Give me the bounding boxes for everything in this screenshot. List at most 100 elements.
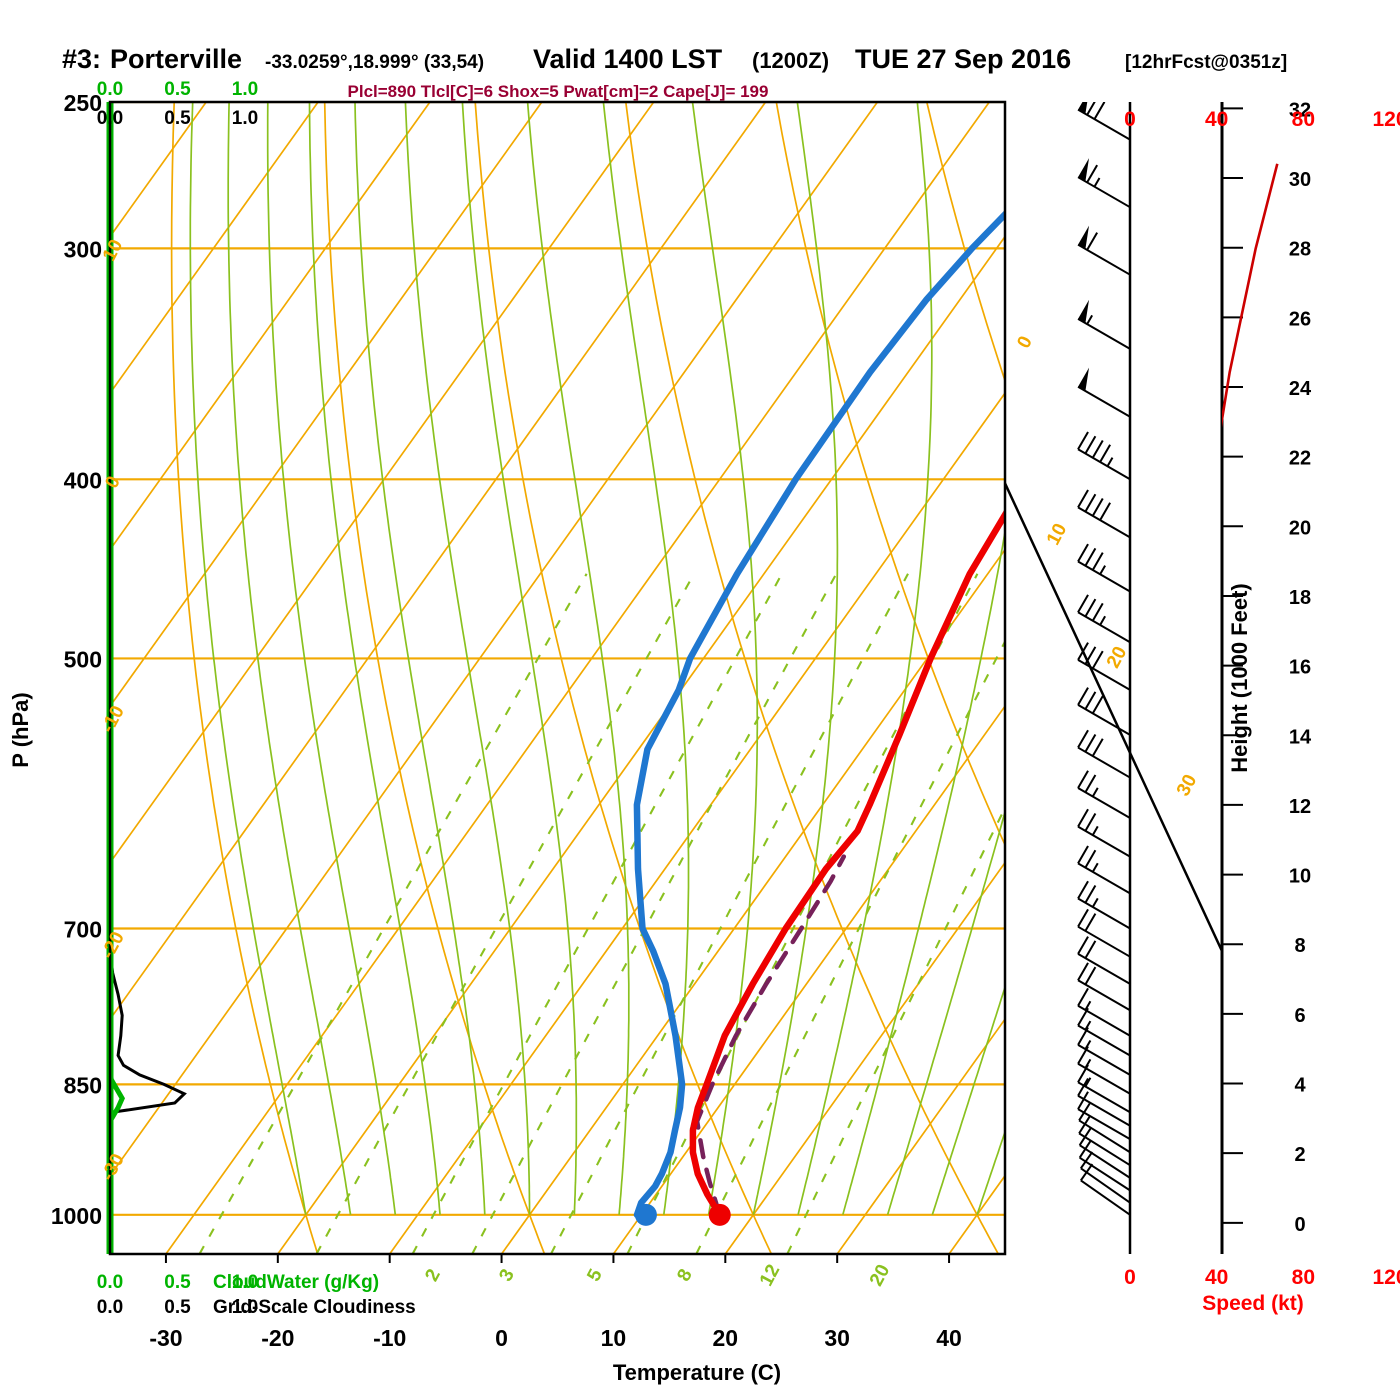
cloudwater-tick-bottom-0.0: 0.0	[97, 1272, 123, 1293]
temperature-trace	[689, 508, 1005, 1219]
height-tick-14: 14	[1289, 726, 1312, 748]
speed-tick-bottom-40: 40	[1205, 1266, 1228, 1289]
wind-barb	[1077, 936, 1131, 985]
cloudwater-tick-bottom-1.0: 1.0	[232, 1272, 258, 1293]
height-ticks	[1222, 107, 1243, 1224]
dewpoint-trace	[633, 209, 1005, 1219]
wind-barb	[1077, 845, 1131, 895]
dry-adiabat-lines	[170, 102, 1005, 1254]
isotherm-label-left--10: -10	[97, 702, 128, 736]
wind-barb	[1077, 1091, 1131, 1140]
wind-barb	[1077, 642, 1131, 691]
cloudiness-tick-top-1.0: 1.0	[232, 108, 258, 129]
speed-tick-top-120: 120	[1372, 108, 1400, 131]
height-tick-22: 22	[1289, 448, 1311, 470]
height-tick-8: 8	[1294, 935, 1305, 957]
cloudiness-tick-top-0.0: 0.0	[97, 108, 123, 129]
wind-barb	[1077, 299, 1131, 350]
cloudwater-tick-top-0.5: 0.5	[164, 79, 191, 100]
parcel-trace	[694, 854, 847, 1218]
valid-date: TUE 27 Sep 2016	[855, 44, 1071, 74]
pressure-tick-250: 250	[64, 90, 102, 116]
wind-barb	[1080, 1151, 1131, 1204]
station-id: #3:	[62, 44, 101, 74]
cloudiness-bottom-ticks: 0.0 0.5 1.0	[97, 1297, 258, 1318]
isotherm-label-right-10: 10	[1043, 520, 1071, 549]
height-tick-0: 0	[1294, 1214, 1305, 1236]
cloudwater-axis-label: CloudWater (g/Kg)	[213, 1272, 379, 1293]
cloudiness-top-ticks: 0.0 0.5 1.0	[97, 108, 258, 129]
mixing-ratio-label-20: 20	[866, 1261, 894, 1290]
wind-barb	[1077, 808, 1131, 858]
isotherm-label-right-30: 30	[1173, 771, 1201, 800]
wind-barb	[1077, 880, 1131, 930]
pressure-tick-300: 300	[64, 236, 102, 262]
wind-barb	[1077, 225, 1131, 276]
pressure-tick-500: 500	[64, 646, 102, 672]
cloudwater-top-ticks: 0.0 0.5 1.0	[97, 79, 258, 100]
temperature-tick-labels: -30 -20 -10 0 10 20 30 40	[149, 1254, 962, 1351]
speed-top-tick-labels: 0 40 80 120	[1124, 108, 1400, 131]
height-tick-20: 20	[1289, 517, 1311, 539]
height-tick-30: 30	[1289, 169, 1311, 191]
forecast-stamp: [12hrFcst@0351z]	[1125, 52, 1287, 73]
cloudwater-bottom-ticks: 0.0 0.5 1.0	[97, 1272, 258, 1293]
cloudiness-tick-bottom-1.0: 1.0	[232, 1297, 258, 1318]
temperature-tick-0: 0	[495, 1325, 508, 1351]
mixing-ratio-label-3: 3	[495, 1266, 519, 1285]
skewt-grid	[110, 102, 1005, 1254]
mixing-ratio-lines	[198, 573, 1005, 1254]
temperature-tick--30: -30	[149, 1325, 182, 1351]
wind-barb	[1077, 770, 1131, 819]
height-axis-label: Height (1000 Feet)	[1227, 583, 1252, 773]
mixing-ratio-label-12: 12	[756, 1261, 784, 1290]
wind-barb	[1077, 687, 1131, 736]
height-tick-28: 28	[1289, 239, 1311, 261]
wind-barb	[1077, 908, 1131, 958]
cloudwater-tick-top-1.0: 1.0	[232, 79, 258, 100]
pressure-tick-700: 700	[64, 917, 102, 943]
wind-barb	[1077, 962, 1131, 1012]
cloudwater-tick-bottom-0.5: 0.5	[164, 1272, 191, 1293]
temperature-axis-label: Temperature (C)	[613, 1360, 781, 1385]
cloudiness-tick-bottom-0.0: 0.0	[97, 1297, 123, 1318]
stability-indices: Plcl=890 Tlcl[C]=6 Shox=5 Pwat[cm]=2 Cap…	[348, 82, 769, 101]
isobar-lines	[110, 102, 1005, 1216]
pressure-tick-400: 400	[64, 467, 102, 493]
speed-tick-bottom-0: 0	[1124, 1266, 1136, 1289]
valid-time-z: (1200Z)	[752, 48, 829, 73]
cloudiness-tick-top-0.5: 0.5	[164, 108, 191, 129]
mixing-ratio-label-5: 5	[583, 1265, 607, 1285]
isotherm-label-left-10: 10	[99, 236, 127, 265]
speed-tick-top-0: 0	[1124, 108, 1136, 131]
height-tick-24: 24	[1289, 378, 1312, 400]
valid-time: Valid 1400 LST	[533, 44, 723, 74]
pressure-tick-labels: 250 300 400 500 700 850 1000	[51, 90, 102, 1229]
surface-markers	[634, 1203, 731, 1226]
wind-barb	[1080, 1163, 1131, 1216]
wind-barb	[1077, 729, 1131, 779]
pressure-tick-1000: 1000	[51, 1203, 102, 1229]
temperature-tick-30: 30	[824, 1325, 850, 1351]
speed-tick-bottom-80: 80	[1292, 1266, 1315, 1289]
mixing-ratio-label-2: 2	[421, 1266, 445, 1285]
cloudiness-axis-label: Grid-Scale Cloudiness	[213, 1297, 416, 1318]
wind-barb	[1077, 158, 1131, 209]
temperature-tick-20: 20	[713, 1325, 739, 1351]
wind-barb	[1077, 367, 1131, 418]
wind-barb	[1077, 489, 1131, 539]
moist-adiabat-lines	[189, 102, 1005, 1216]
mixing-ratio-label-8: 8	[673, 1266, 697, 1285]
speed-bottom-tick-labels: 0 40 80 120	[1124, 1266, 1400, 1289]
height-tick-12: 12	[1289, 796, 1311, 818]
speed-tick-top-80: 80	[1292, 108, 1315, 131]
height-tick-10: 10	[1289, 866, 1311, 888]
wind-barb	[1077, 987, 1131, 1037]
wind-barbs	[1077, 102, 1131, 1216]
skewt-frame-bevel	[1003, 482, 1224, 952]
height-tick-26: 26	[1289, 308, 1311, 330]
pressure-tick-850: 850	[64, 1072, 102, 1098]
speed-tick-top-40: 40	[1205, 108, 1228, 131]
